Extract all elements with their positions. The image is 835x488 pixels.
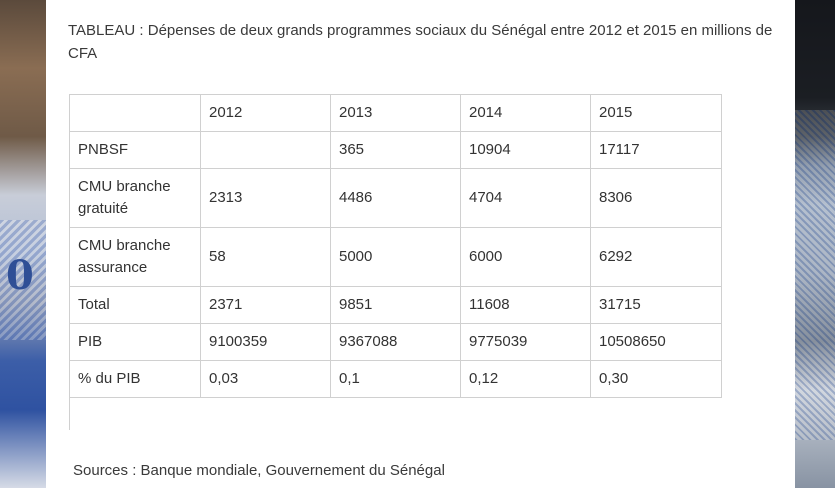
table-cell: 11608	[460, 286, 591, 324]
table-row-total: Total 2371 9851 11608 31715	[69, 286, 722, 324]
table-cell: 0,03	[200, 360, 331, 398]
background-banknotes-left: 0	[0, 0, 46, 488]
sources-note: Sources : Banque mondiale, Gouvernement …	[73, 462, 445, 479]
table-row-pct-pib: % du PIB 0,03 0,1 0,12 0,30	[69, 360, 722, 398]
row-label: Total	[69, 286, 201, 324]
table-container: 2012 2013 2014 2015 PNBSF 365 10904 1711…	[69, 94, 722, 430]
table-cell: 6000	[460, 227, 591, 287]
banknote-pattern	[0, 220, 46, 340]
table-row-pib: PIB 9100359 9367088 9775039 10508650	[69, 323, 722, 361]
table-cell: 31715	[590, 286, 722, 324]
table-cell: 4704	[460, 168, 591, 228]
header-cell-2015: 2015	[590, 94, 722, 132]
table-cell: 10904	[460, 131, 591, 169]
table-cell: 2371	[200, 286, 331, 324]
table-cell: 17117	[590, 131, 722, 169]
table-cell: 8306	[590, 168, 722, 228]
row-label: CMU branche gratuité	[69, 168, 201, 228]
table-cell: 9100359	[200, 323, 331, 361]
row-label: CMU branche assurance	[69, 227, 201, 287]
background-banknotes-right	[795, 0, 835, 488]
table-cell: 2313	[200, 168, 331, 228]
table-cell: 5000	[330, 227, 461, 287]
row-label: PNBSF	[69, 131, 201, 169]
table-row-pnbsf: PNBSF 365 10904 17117	[69, 131, 722, 169]
table-cell: 365	[330, 131, 461, 169]
expenditure-table: 2012 2013 2014 2015 PNBSF 365 10904 1711…	[69, 94, 722, 398]
table-cell: 0,1	[330, 360, 461, 398]
header-cell-2014: 2014	[460, 94, 591, 132]
table-caption: TABLEAU : Dépenses de deux grands progra…	[68, 22, 773, 62]
table-cell: 10508650	[590, 323, 722, 361]
table-cell: 9851	[330, 286, 461, 324]
table-row-cmu-assurance: CMU branche assurance 58 5000 6000 6292	[69, 227, 722, 287]
table-cell: 58	[200, 227, 331, 287]
table-cell	[200, 131, 331, 169]
table-row-cmu-gratuite: CMU branche gratuité 2313 4486 4704 8306	[69, 168, 722, 228]
banknote-pattern	[795, 110, 835, 440]
table-header-row: 2012 2013 2014 2015	[69, 94, 722, 132]
row-label: % du PIB	[69, 360, 201, 398]
table-cell: 0,12	[460, 360, 591, 398]
header-cell-2013: 2013	[330, 94, 461, 132]
document-page: TABLEAU : Dépenses de deux grands progra…	[46, 0, 795, 488]
header-cell	[69, 94, 201, 132]
table-cell: 4486	[330, 168, 461, 228]
table-cell: 0,30	[590, 360, 722, 398]
header-cell-2012: 2012	[200, 94, 331, 132]
table-cell: 6292	[590, 227, 722, 287]
banknote-digit: 0	[6, 252, 34, 299]
table-cell: 9775039	[460, 323, 591, 361]
row-label: PIB	[69, 323, 201, 361]
table-cell: 9367088	[330, 323, 461, 361]
